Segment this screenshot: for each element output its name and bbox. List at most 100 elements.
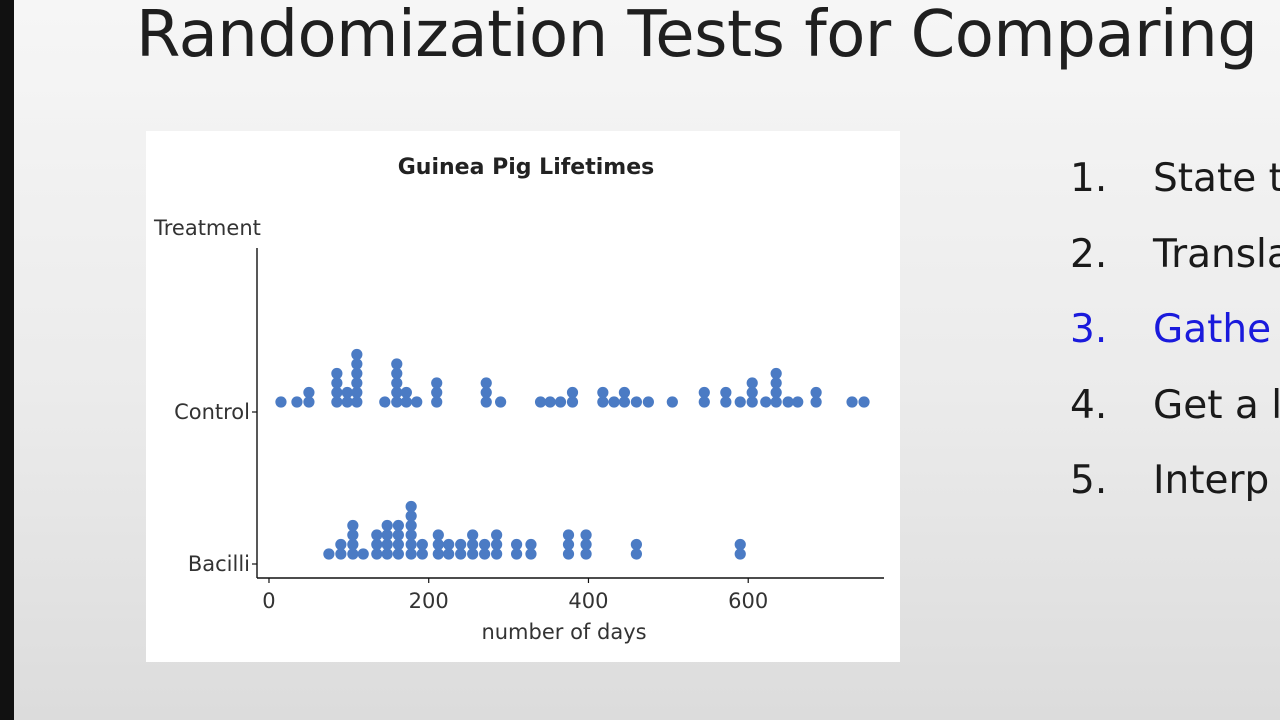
data-point-control — [858, 396, 870, 408]
step-number: 1. — [1070, 156, 1108, 201]
data-point-control — [642, 396, 654, 408]
data-point-control — [331, 367, 343, 380]
data-point-bacilli — [510, 538, 523, 551]
data-point-control — [351, 396, 363, 408]
data-point-bacilli — [347, 538, 359, 551]
x-tick-label: 200 — [409, 589, 449, 613]
data-point-bacilli — [405, 510, 417, 522]
data-point-control — [554, 396, 567, 408]
slide-title: Randomization Tests for Comparing — [136, 0, 1258, 72]
data-point-control — [275, 396, 287, 408]
data-point-control — [618, 386, 631, 399]
data-point-bacilli — [335, 538, 347, 551]
data-point-bacilli — [392, 529, 404, 541]
step-text: Interp — [1153, 458, 1270, 503]
data-point-control — [608, 396, 620, 408]
data-point-control — [618, 396, 631, 408]
data-point-control — [331, 386, 343, 399]
data-point-bacilli — [432, 548, 444, 560]
data-point-control — [698, 396, 710, 408]
data-point-control — [810, 386, 822, 399]
data-point-bacilli — [392, 548, 404, 560]
data-point-control — [303, 396, 315, 408]
data-point-control — [746, 396, 758, 408]
data-point-bacilli — [479, 548, 491, 560]
step-text: Get a l — [1153, 382, 1280, 428]
step-number: 4. — [1070, 382, 1108, 428]
step-number: 3. — [1070, 307, 1108, 352]
data-point-bacilli — [405, 538, 417, 551]
data-point-bacilli — [381, 548, 393, 560]
step-text: State t — [1153, 156, 1280, 201]
x-tick-label: 600 — [728, 589, 768, 613]
data-point-control — [341, 386, 353, 399]
step-number: 2. — [1070, 231, 1108, 277]
data-point-bacilli — [562, 548, 575, 560]
data-point-control — [351, 367, 363, 380]
data-point-control — [734, 396, 746, 408]
data-point-control — [720, 386, 732, 399]
data-point-bacilli — [392, 519, 404, 532]
data-point-bacilli — [467, 529, 479, 541]
data-point-bacilli — [405, 548, 417, 560]
data-point-bacilli — [443, 548, 455, 560]
data-point-control — [630, 396, 642, 408]
data-point-control — [391, 358, 403, 370]
data-point-control — [400, 386, 412, 399]
x-axis-title: number of days — [481, 620, 646, 644]
data-point-bacilli — [580, 529, 592, 541]
data-point-control — [810, 396, 822, 408]
data-point-control — [351, 377, 363, 389]
data-point-control — [379, 396, 391, 408]
step-number: 5. — [1070, 458, 1108, 503]
data-point-control — [782, 396, 794, 408]
data-point-control — [770, 386, 782, 399]
data-point-control — [411, 396, 423, 408]
data-point-bacilli — [562, 529, 575, 541]
data-point-control — [391, 367, 403, 380]
data-point-control — [431, 396, 443, 408]
left-edge-bar — [0, 0, 14, 720]
data-point-bacilli — [580, 538, 592, 551]
data-point-control — [495, 396, 507, 408]
data-point-control — [597, 396, 609, 408]
chart-panel: Guinea Pig Lifetimes Treatment number of… — [146, 131, 900, 662]
data-point-control — [566, 396, 579, 408]
data-point-control — [746, 386, 758, 399]
data-point-bacilli — [455, 538, 467, 551]
data-point-bacilli — [734, 538, 746, 551]
data-point-bacilli — [347, 519, 359, 532]
data-point-control — [431, 386, 443, 399]
data-point-bacilli — [347, 529, 359, 541]
data-point-control — [760, 396, 772, 408]
step-text: Transla — [1153, 231, 1280, 277]
data-point-control — [792, 396, 804, 408]
data-point-bacilli — [455, 548, 467, 560]
data-point-bacilli — [405, 519, 417, 532]
data-point-control — [351, 386, 363, 399]
data-point-bacilli — [562, 538, 575, 551]
data-point-bacilli — [405, 500, 417, 513]
data-point-control — [770, 367, 782, 380]
data-point-bacilli — [416, 538, 428, 551]
step-text: Gathe — [1153, 307, 1272, 352]
data-point-bacilli — [432, 538, 444, 551]
data-point-bacilli — [323, 548, 335, 560]
data-point-bacilli — [416, 548, 428, 560]
data-point-bacilli — [630, 548, 642, 560]
data-point-bacilli — [479, 538, 491, 551]
data-point-bacilli — [381, 519, 393, 532]
data-point-bacilli — [630, 538, 642, 551]
data-point-bacilli — [510, 548, 523, 560]
data-point-bacilli — [432, 529, 444, 541]
data-point-bacilli — [467, 548, 479, 560]
data-point-control — [400, 396, 412, 408]
data-point-bacilli — [491, 548, 503, 560]
data-point-control — [303, 386, 315, 399]
data-point-control — [534, 396, 547, 408]
x-tick-label: 0 — [262, 589, 275, 613]
data-point-control — [351, 358, 363, 370]
chart-title: Guinea Pig Lifetimes — [398, 155, 654, 180]
data-point-bacilli — [335, 548, 347, 560]
data-point-bacilli — [371, 529, 383, 541]
